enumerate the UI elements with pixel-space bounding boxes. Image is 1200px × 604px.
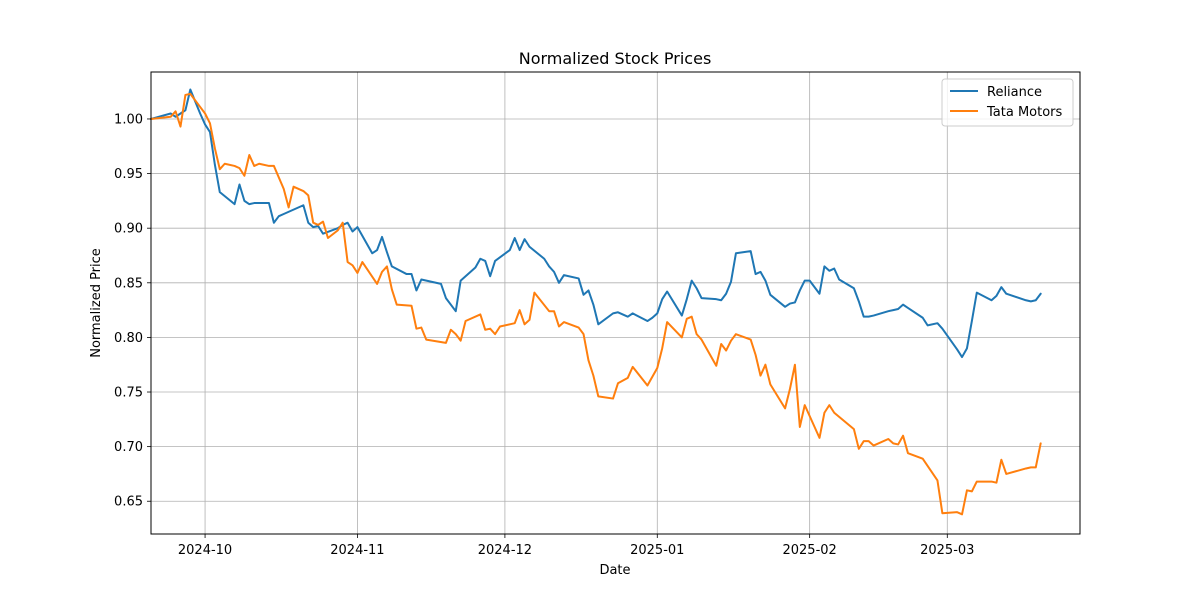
x-tick-label: 2025-01	[630, 543, 684, 558]
series-lines	[150, 88, 1042, 516]
plot-frame	[150, 71, 1081, 535]
legend: Reliance Tata Motors	[941, 78, 1074, 127]
legend-label: Tata Motors	[986, 105, 1063, 120]
y-tick-label: 0.95	[114, 167, 143, 182]
series-line-reliance	[150, 88, 1042, 359]
x-tick-label: 2024-10	[178, 543, 232, 558]
x-tick-label: 2025-02	[782, 543, 836, 558]
chart-title: Normalized Stock Prices	[519, 49, 712, 68]
x-axis-ticks: 2024-10 2024-11 2024-12 2025-01 2025-02 2025-…	[178, 534, 974, 558]
series-line-tata-motors	[150, 92, 1042, 516]
y-axis-label: Normalized Price	[89, 248, 104, 358]
y-tick-label: 0.80	[114, 331, 143, 346]
x-tick-label: 2024-11	[330, 543, 384, 558]
y-tick-label: 0.65	[114, 495, 143, 510]
y-tick-label: 0.90	[114, 222, 143, 237]
y-axis-ticks: 0.65 0.70 0.75 0.80 0.85 0.90 0.95 1.00	[114, 112, 151, 510]
y-tick-label: 0.75	[114, 386, 143, 401]
x-tick-label: 2024-12	[478, 543, 532, 558]
x-tick-label: 2025-03	[920, 543, 974, 558]
y-tick-label: 1.00	[114, 112, 143, 127]
x-axis-label: Date	[599, 563, 630, 578]
grid-lines	[151, 72, 1080, 534]
legend-label: Reliance	[987, 85, 1042, 100]
y-tick-label: 0.70	[114, 440, 143, 455]
y-tick-label: 0.85	[114, 276, 143, 291]
